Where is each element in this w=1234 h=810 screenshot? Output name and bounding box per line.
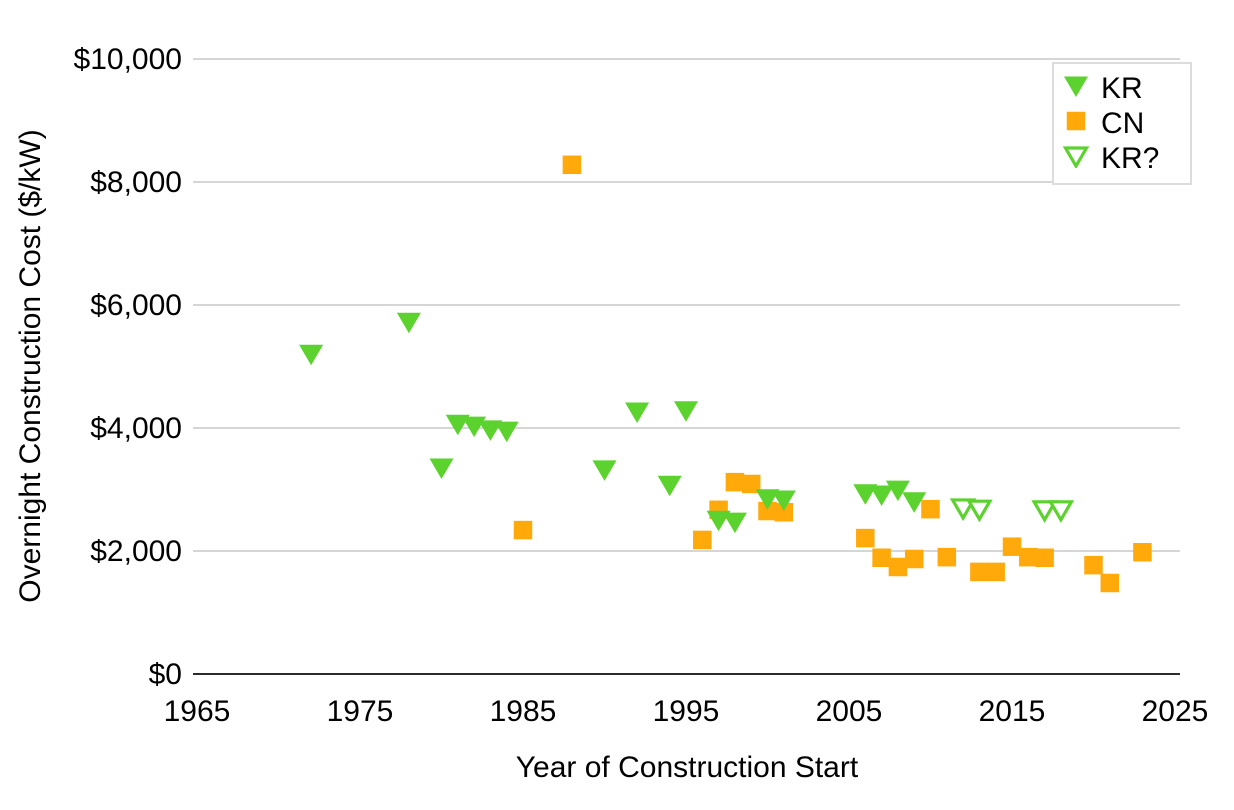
data-point <box>1019 547 1038 567</box>
data-point <box>937 547 957 567</box>
data-point <box>1084 555 1103 575</box>
triangle-down-filled-icon <box>1062 74 1090 103</box>
data-point <box>657 475 682 497</box>
x-tick-label: 1975 <box>327 695 394 728</box>
legend-item-cn: CN <box>1062 106 1190 141</box>
data-point <box>856 528 875 548</box>
y-axis-title: Overnight Construction Cost ($/kW) <box>14 129 47 603</box>
data-point <box>1100 573 1120 593</box>
legend-item-kr: KR <box>1062 71 1190 106</box>
x-tick-label: 2025 <box>1142 695 1209 728</box>
data-point <box>445 414 470 436</box>
data-point <box>888 557 908 577</box>
data-point <box>1047 500 1075 523</box>
data-point <box>758 501 777 521</box>
x-axis-title: Year of Construction Start <box>515 751 859 784</box>
data-point <box>872 548 891 568</box>
data-point <box>755 489 780 510</box>
data-point <box>725 472 745 492</box>
y-tick-label: $0 <box>149 658 182 691</box>
data-point <box>429 458 454 479</box>
y-tick-label: $2,000 <box>90 535 182 568</box>
data-point <box>592 460 617 481</box>
data-point <box>1133 542 1152 562</box>
data-point <box>674 401 698 422</box>
data-point <box>562 155 582 175</box>
data-point <box>513 520 533 540</box>
data-point <box>1031 500 1058 523</box>
data-point <box>902 492 927 513</box>
data-point <box>853 484 878 505</box>
legend-label-kr: KR <box>1101 72 1143 105</box>
data-point <box>693 530 712 550</box>
data-point <box>970 562 989 582</box>
y-tick-label: $8,000 <box>90 166 182 199</box>
legend: KR CN KR? <box>1052 62 1192 185</box>
y-tick-label: $4,000 <box>90 412 182 445</box>
data-point <box>722 512 747 534</box>
data-point <box>885 480 910 502</box>
data-point <box>949 498 977 522</box>
data-point <box>741 474 761 494</box>
data-point <box>625 402 650 424</box>
square-filled-icon <box>1062 109 1090 138</box>
data-point <box>396 312 421 334</box>
data-point <box>706 510 731 532</box>
x-tick-label: 1985 <box>490 695 557 728</box>
triangle-down-open-icon <box>1062 144 1090 173</box>
data-point <box>1002 537 1022 556</box>
legend-item-kr-question: KR? <box>1062 141 1190 176</box>
data-point <box>478 420 503 441</box>
data-point <box>986 562 1005 582</box>
data-point <box>1035 548 1054 568</box>
data-point <box>966 499 993 523</box>
y-tick-label: $6,000 <box>90 289 182 322</box>
x-tick-label: 2015 <box>979 695 1046 728</box>
legend-label-kr-question: KR? <box>1101 142 1160 175</box>
x-tick-label: 2005 <box>816 695 883 728</box>
legend-label-cn: CN <box>1101 107 1145 140</box>
x-tick-label: 1995 <box>653 695 720 728</box>
data-point <box>869 485 894 507</box>
data-point <box>299 344 324 366</box>
data-point <box>904 549 924 569</box>
y-tick-label: $10,000 <box>74 43 182 76</box>
x-tick-label: 1965 <box>164 695 231 728</box>
data-point <box>921 499 940 519</box>
data-point <box>771 490 796 511</box>
data-point <box>774 503 794 522</box>
data-point <box>494 421 519 443</box>
